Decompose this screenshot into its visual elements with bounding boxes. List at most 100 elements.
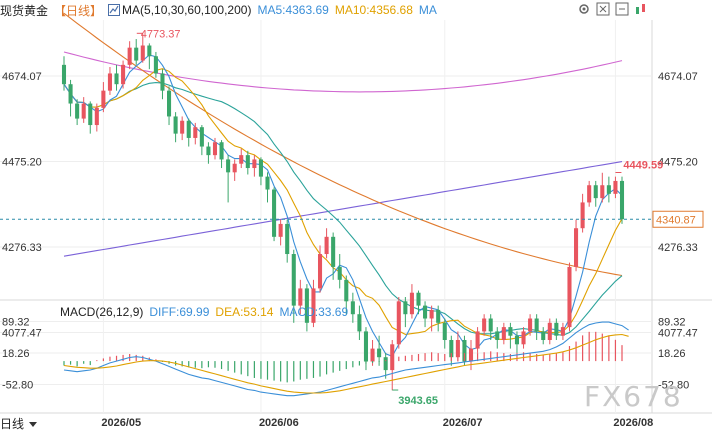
candle-body[interactable] — [363, 331, 369, 362]
minimize-icon[interactable] — [615, 2, 629, 16]
candle-body[interactable] — [606, 185, 611, 194]
candle-body[interactable] — [68, 84, 73, 104]
candle-body[interactable] — [219, 142, 224, 160]
candle-body[interactable] — [442, 322, 447, 341]
period-selector[interactable]: 【日线】 — [54, 3, 103, 18]
candle-body[interactable] — [423, 305, 428, 319]
candle-body[interactable] — [613, 180, 618, 194]
indicator-toggle-icon[interactable] — [108, 4, 121, 16]
candle-body[interactable] — [232, 163, 237, 173]
candle-body[interactable] — [81, 103, 86, 119]
candle-body[interactable] — [396, 301, 401, 345]
candle-body[interactable] — [94, 107, 99, 126]
ma-more[interactable]: MA — [418, 3, 437, 17]
candle-body[interactable] — [199, 127, 204, 147]
candle-body[interactable] — [409, 292, 414, 315]
candle-body[interactable] — [462, 340, 467, 362]
candle-body[interactable] — [298, 288, 303, 306]
candle-body[interactable] — [567, 266, 572, 328]
candle-body[interactable] — [127, 47, 132, 65]
candle-body[interactable] — [475, 331, 480, 349]
candle-body[interactable] — [278, 223, 283, 237]
candle-body[interactable] — [449, 340, 454, 358]
candle-body[interactable] — [528, 318, 533, 332]
close-icon[interactable] — [596, 2, 610, 16]
candle-body[interactable] — [153, 56, 158, 74]
candle-body[interactable] — [226, 159, 231, 173]
period-tag[interactable]: 日线 — [0, 415, 38, 431]
candle-body[interactable] — [587, 185, 592, 203]
candle-body[interactable] — [390, 344, 395, 371]
candle-body[interactable] — [344, 279, 349, 302]
candle-body[interactable] — [75, 103, 80, 119]
candle-body[interactable] — [455, 340, 460, 358]
candle-body[interactable] — [206, 146, 211, 156]
candle-body[interactable] — [357, 314, 362, 332]
candle-body[interactable] — [134, 47, 139, 61]
macd-title[interactable]: MACD(26,12,9) — [60, 305, 144, 319]
candle-body[interactable] — [304, 288, 309, 323]
candle-body[interactable] — [252, 159, 257, 169]
candle-body[interactable] — [593, 185, 598, 199]
candle-body[interactable] — [574, 228, 579, 267]
candle-body[interactable] — [239, 155, 244, 164]
candle-body[interactable] — [534, 318, 539, 332]
candle-body[interactable] — [114, 73, 119, 85]
candle-body[interactable] — [508, 327, 513, 336]
candle-body[interactable] — [547, 322, 552, 341]
candle-body[interactable] — [101, 90, 106, 108]
candle-body[interactable] — [186, 120, 191, 138]
candle-body[interactable] — [541, 331, 546, 341]
candle-body[interactable] — [600, 185, 605, 199]
candle-body[interactable] — [514, 335, 519, 345]
candle-body[interactable] — [482, 318, 487, 332]
candle-body[interactable] — [147, 45, 152, 57]
candle-body[interactable] — [436, 309, 441, 323]
candle-body[interactable] — [317, 254, 323, 289]
candle-body[interactable] — [245, 155, 250, 169]
candle-body[interactable] — [107, 73, 112, 91]
candle-body[interactable] — [554, 322, 559, 336]
candle-body[interactable] — [180, 120, 185, 134]
candle-body[interactable] — [265, 176, 270, 190]
diff-line — [63, 321, 629, 397]
candle-body[interactable] — [619, 180, 625, 220]
candle-body[interactable] — [370, 348, 375, 362]
candle-body[interactable] — [121, 64, 126, 85]
candle-body[interactable] — [324, 236, 329, 255]
macd-axis-label-left: 89.32 — [2, 317, 30, 329]
settings-icon[interactable] — [577, 2, 591, 16]
candle-body[interactable] — [140, 45, 145, 61]
candle-body[interactable] — [383, 357, 388, 371]
candle-body[interactable] — [521, 331, 526, 345]
candle-body[interactable] — [88, 103, 93, 126]
candle-body[interactable] — [61, 64, 67, 85]
candle-body[interactable] — [501, 327, 506, 341]
candle-body[interactable] — [403, 301, 408, 315]
candle-body[interactable] — [429, 309, 434, 319]
candle-body[interactable] — [272, 189, 277, 237]
candle-body[interactable] — [173, 116, 178, 134]
ma-params[interactable]: MA(5,10,30,60,100,200) — [122, 3, 252, 17]
candle-body[interactable] — [160, 73, 165, 91]
candle-body[interactable] — [488, 318, 493, 332]
candle-body[interactable] — [258, 159, 263, 177]
candle-body[interactable] — [580, 202, 585, 229]
candle-body[interactable] — [337, 266, 342, 280]
candle-body[interactable] — [350, 301, 355, 315]
instrument-name[interactable]: 现货黄金 — [0, 3, 49, 18]
candle-body[interactable] — [291, 254, 296, 306]
candle-body[interactable] — [416, 292, 421, 306]
candle-body[interactable] — [212, 142, 218, 156]
candle-body[interactable] — [495, 331, 500, 341]
chart-type-icon[interactable] — [634, 2, 648, 16]
candle-body[interactable] — [285, 223, 290, 255]
candle-body[interactable] — [311, 288, 316, 323]
candle-body[interactable] — [377, 348, 382, 358]
candle-body[interactable] — [560, 327, 565, 336]
candle-body[interactable] — [167, 90, 172, 117]
ma200-line — [63, 161, 623, 257]
candle-body[interactable] — [193, 127, 198, 138]
candle-body[interactable] — [331, 236, 336, 267]
